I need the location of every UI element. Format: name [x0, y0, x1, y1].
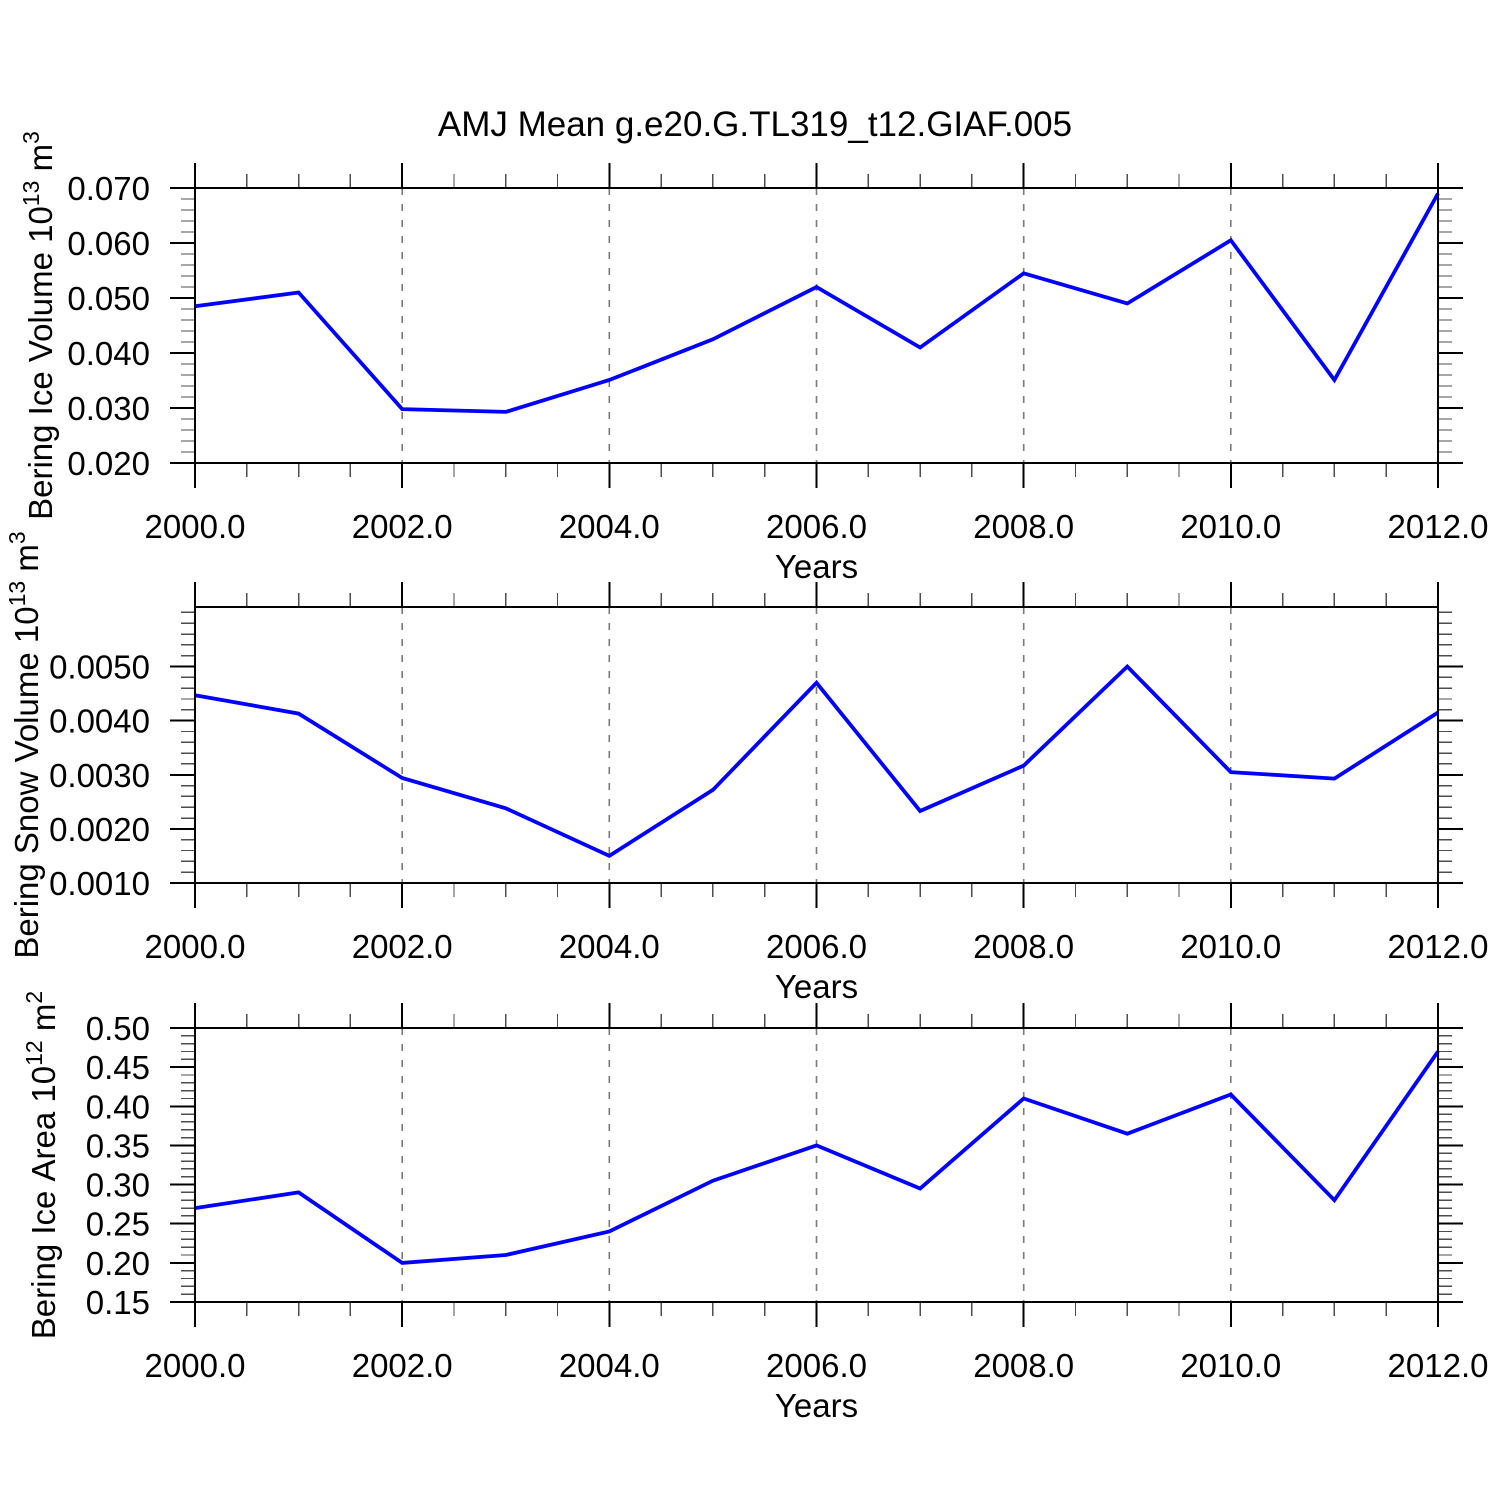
panel-1-x-tick-label: 2006.0: [766, 508, 867, 545]
panel-2-x-tick-label: 2008.0: [973, 928, 1074, 965]
panel-3-y-tick-label: 0.35: [86, 1127, 150, 1164]
panel-2-y-axis-title: Bering Snow Volume 1013 m3: [4, 531, 45, 958]
panel-3-y-tick-label: 0.30: [86, 1167, 150, 1204]
panel-1-minor-ticks: [181, 174, 1452, 477]
panel-3-tick-labels: 2000.0 2002.0 2004.0 2006.0 2008.0 2010.0 2012…: [86, 1010, 1489, 1384]
panel-1-y-axis-title: Bering Ice Volume 1013 m3: [18, 131, 59, 520]
panel-3-y-tick-label: 0.45: [86, 1049, 150, 1086]
panel-3-y-axis-title: Bering Ice Area 1012 m2: [21, 991, 62, 1339]
panel-2-x-tick-label: 2006.0: [766, 928, 867, 965]
panel-2-y-tick-label: 0.0050: [49, 649, 150, 686]
panel-3-x-tick-label: 2010.0: [1180, 1347, 1281, 1384]
panel-2-y-tick-label: 0.0020: [49, 811, 150, 848]
panel-1-x-tick-label: 2010.0: [1180, 508, 1281, 545]
panel-3-x-tick-label: 2012.0: [1388, 1347, 1489, 1384]
panel-3-y-tick-label: 0.20: [86, 1245, 150, 1282]
panel-2-x-axis-title: Years: [775, 968, 858, 1005]
panel-3-y-tick-label: 0.25: [86, 1206, 150, 1243]
panels-group: 2000.0 2002.0 2004.0 2006.0 2008.0 2010.0 2012…: [4, 131, 1488, 1424]
panel-3-frame: [194, 1027, 1439, 1303]
panel-2-minor-ticks: [181, 593, 1452, 897]
panel-1-data-line: [194, 192, 1440, 414]
panel-2: 2000.0 2002.0 2004.0 2006.0 2008.0 2010.0 2012…: [4, 531, 1488, 1005]
panel-1-x-tick-label: 2000.0: [145, 508, 246, 545]
panel-2-data-line: [194, 663, 1440, 859]
panel-2-x-tick-label: 2012.0: [1388, 928, 1489, 965]
panel-1-x-tick-label: 2004.0: [559, 508, 660, 545]
panel-3-y-tick-label: 0.15: [86, 1284, 150, 1321]
panel-2-y-tick-label: 0.0040: [49, 703, 150, 740]
panel-1-x-tick-label: 2008.0: [973, 508, 1074, 545]
panel-3-minor-ticks: [181, 1014, 1452, 1316]
panel-3-y-tick-label: 0.50: [86, 1010, 150, 1047]
panel-1-y-tick-label: 0.030: [67, 390, 150, 427]
panel-2-y-tick-label: 0.0030: [49, 757, 150, 794]
panel-2-x-tick-label: 2002.0: [352, 928, 453, 965]
panel-2-x-tick-label: 2000.0: [145, 928, 246, 965]
panel-3-x-tick-label: 2002.0: [352, 1347, 453, 1384]
panel-3-y-tick-label: 0.40: [86, 1088, 150, 1125]
panel-2-y-tick-label: 0.0010: [49, 865, 150, 902]
panel-1-y-tick-label: 0.060: [67, 225, 150, 262]
panel-2-major-ticks: [170, 582, 1463, 908]
panel-2-frame: [194, 606, 1439, 884]
panel-2-tick-labels: 2000.0 2002.0 2004.0 2006.0 2008.0 2010.0 2012…: [49, 649, 1488, 966]
panel-1-x-tick-label: 2012.0: [1388, 508, 1489, 545]
panel-3-major-ticks: [170, 1003, 1463, 1327]
panel-1-y-tick-label: 0.070: [67, 170, 150, 207]
panel-1-major-ticks: [170, 163, 1463, 488]
panel-3-data-line: [194, 1050, 1440, 1265]
panel-3-x-tick-label: 2006.0: [766, 1347, 867, 1384]
panel-3-x-axis-title: Years: [775, 1387, 858, 1424]
panel-2-x-tick-label: 2004.0: [559, 928, 660, 965]
panel-1-y-tick-label: 0.020: [67, 445, 150, 482]
panel-1-x-axis-title: Years: [775, 548, 858, 585]
panel-1: 2000.0 2002.0 2004.0 2006.0 2008.0 2010.0 2012…: [18, 131, 1488, 585]
panel-2-gridlines: [401, 607, 1232, 883]
panel-1-gridlines: [401, 188, 1232, 463]
panel-3-x-tick-label: 2000.0: [145, 1347, 246, 1384]
panel-3-gridlines: [401, 1028, 1232, 1302]
panel-3: 2000.0 2002.0 2004.0 2006.0 2008.0 2010.0 2012…: [21, 991, 1488, 1424]
panel-3-x-tick-label: 2008.0: [973, 1347, 1074, 1384]
panel-3-x-tick-label: 2004.0: [559, 1347, 660, 1384]
panel-2-x-tick-label: 2010.0: [1180, 928, 1281, 965]
panel-1-frame: [194, 187, 1439, 464]
panel-1-y-tick-label: 0.040: [67, 335, 150, 372]
panel-1-x-tick-label: 2002.0: [352, 508, 453, 545]
figure-title: AMJ Mean g.e20.G.TL319_t12.GIAF.005: [438, 105, 1072, 144]
panel-1-tick-labels: 2000.0 2002.0 2004.0 2006.0 2008.0 2010.0 2012…: [67, 170, 1488, 545]
panel-1-y-tick-label: 0.050: [67, 280, 150, 317]
